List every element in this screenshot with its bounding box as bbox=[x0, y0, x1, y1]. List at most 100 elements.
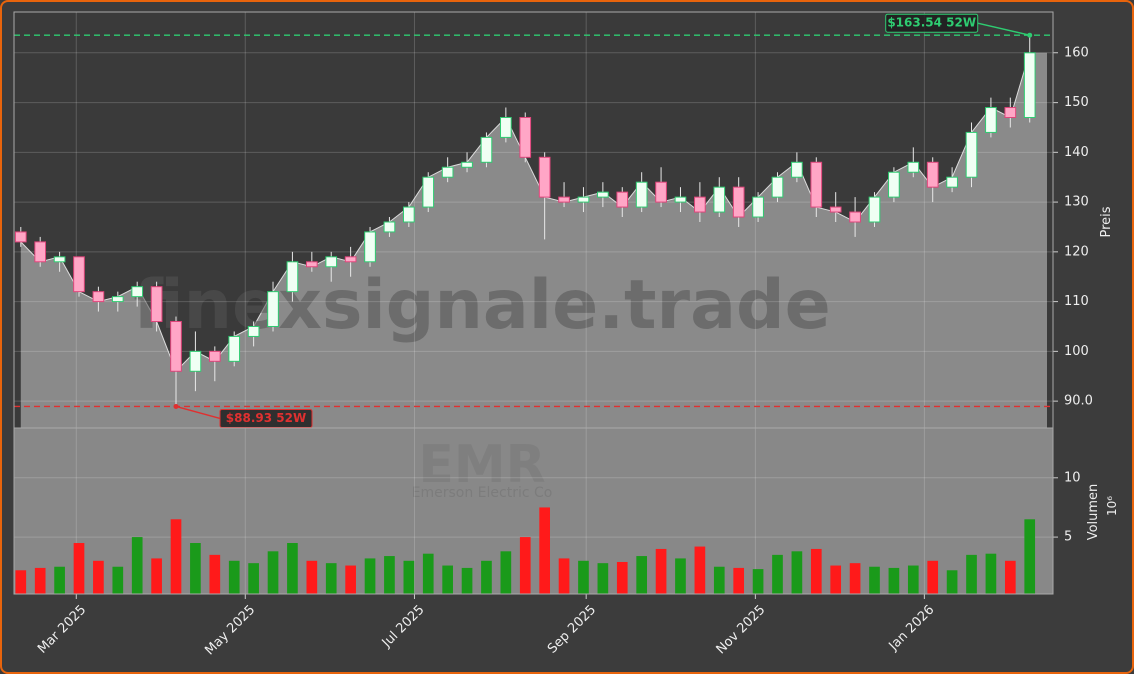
candle-body bbox=[791, 161, 803, 178]
candle-body bbox=[829, 206, 842, 213]
candle-body bbox=[713, 186, 726, 213]
annotation-label: $88.93 52W bbox=[226, 411, 306, 425]
ticker-watermark: EMR bbox=[418, 435, 545, 495]
volume-bar bbox=[422, 553, 434, 594]
candle-body bbox=[170, 321, 182, 372]
volume-bar bbox=[578, 560, 589, 594]
candle-body bbox=[208, 350, 221, 362]
volume-bar bbox=[810, 548, 822, 594]
y-tick-label: 90.0 bbox=[1064, 394, 1093, 409]
candle-body bbox=[849, 211, 861, 223]
volume-bar bbox=[364, 558, 376, 594]
candle-body bbox=[1004, 107, 1017, 118]
y-axis-label: Preis bbox=[1099, 206, 1114, 237]
volume-bar bbox=[306, 560, 318, 594]
volume-bar bbox=[830, 565, 842, 594]
volume-bar bbox=[636, 556, 648, 594]
candle-body bbox=[228, 335, 241, 362]
volume-bar bbox=[461, 567, 473, 594]
volume-bar bbox=[442, 565, 453, 594]
volume-bar bbox=[869, 566, 880, 594]
candle-body bbox=[53, 256, 66, 263]
candle-body bbox=[461, 161, 473, 168]
annotation-arrowhead bbox=[173, 403, 179, 409]
candle-body bbox=[111, 296, 124, 303]
candle-body bbox=[344, 256, 357, 263]
volume-bar bbox=[228, 560, 240, 594]
candle-body bbox=[189, 350, 202, 372]
volume-bar bbox=[791, 551, 803, 594]
candle-body bbox=[810, 161, 823, 208]
volume-bar bbox=[287, 543, 298, 594]
volume-unit: 10⁶ bbox=[1105, 496, 1119, 516]
volume-bar bbox=[73, 543, 85, 594]
candle-body bbox=[92, 291, 105, 303]
candle-body bbox=[965, 131, 978, 178]
volume-bar bbox=[345, 565, 356, 594]
volume-axis-label: Volumen bbox=[1086, 484, 1101, 541]
watermark: finexsignale.trade bbox=[133, 266, 831, 345]
candle-body bbox=[752, 196, 764, 218]
volume-bar bbox=[500, 551, 512, 594]
volume-bar bbox=[1004, 560, 1016, 594]
candle-body bbox=[674, 196, 687, 203]
candle-body bbox=[286, 261, 299, 293]
candle-body bbox=[34, 241, 47, 263]
volume-bar bbox=[112, 566, 124, 594]
candle-body bbox=[441, 166, 454, 178]
company-watermark: Emerson Electric Co bbox=[412, 485, 553, 501]
volume-tick-label: 5 bbox=[1064, 530, 1072, 545]
x-tick-label: May 2025 bbox=[202, 602, 258, 658]
y-tick-label: 110 bbox=[1064, 294, 1089, 309]
x-tick-label: Jul 2025 bbox=[379, 602, 428, 651]
volume-bar bbox=[927, 560, 939, 594]
volume-bar bbox=[15, 570, 27, 594]
x-tick-label: Mar 2025 bbox=[35, 602, 89, 656]
y-tick-label: 120 bbox=[1064, 244, 1089, 259]
y-tick-label: 100 bbox=[1064, 344, 1089, 359]
volume-bar bbox=[519, 537, 531, 594]
volume-bar bbox=[384, 556, 395, 594]
volume-bar bbox=[675, 558, 686, 594]
volume-bar bbox=[616, 561, 628, 594]
annotation-arrow bbox=[175, 405, 221, 420]
candle-body bbox=[500, 116, 512, 138]
y-tick-label: 160 bbox=[1064, 45, 1089, 60]
volume-bar bbox=[151, 558, 162, 594]
volume-bar bbox=[190, 543, 201, 594]
candle-body bbox=[538, 156, 551, 198]
volume-bar bbox=[131, 537, 143, 594]
candle-body bbox=[888, 171, 900, 198]
volume-bar bbox=[267, 551, 279, 594]
volume-bar bbox=[907, 565, 919, 594]
volume-bar bbox=[733, 567, 745, 594]
candle-body bbox=[267, 291, 279, 327]
volume-tick-label: 10 bbox=[1064, 470, 1081, 485]
candle-body bbox=[383, 221, 396, 233]
candle-body bbox=[907, 161, 920, 173]
volume-bar bbox=[54, 566, 65, 594]
annotation-arrow bbox=[977, 22, 1030, 36]
volume-bar bbox=[558, 558, 570, 594]
y-tick-label: 140 bbox=[1064, 145, 1089, 160]
candle-body bbox=[14, 231, 27, 243]
candle-body bbox=[305, 261, 318, 268]
volume-bar bbox=[481, 560, 492, 594]
volume-bar bbox=[209, 554, 221, 594]
volume-bar bbox=[403, 560, 415, 594]
x-tick-label: Jan 2026 bbox=[886, 602, 938, 654]
x-tick-label: Sep 2025 bbox=[545, 602, 599, 656]
candle-body bbox=[247, 325, 260, 337]
candle-body bbox=[364, 231, 376, 263]
candle-body bbox=[558, 196, 570, 203]
volume-bar bbox=[752, 569, 764, 594]
volume-bar bbox=[539, 507, 550, 594]
y-tick-label: 150 bbox=[1064, 95, 1089, 110]
candle-body bbox=[422, 176, 435, 208]
candle-body bbox=[655, 181, 667, 203]
volume-panel bbox=[14, 428, 1053, 594]
annotation-label: $163.54 52W bbox=[887, 16, 976, 30]
candle-body bbox=[480, 136, 493, 163]
annotation-arrowhead bbox=[1027, 32, 1033, 38]
candle-body bbox=[616, 191, 629, 208]
